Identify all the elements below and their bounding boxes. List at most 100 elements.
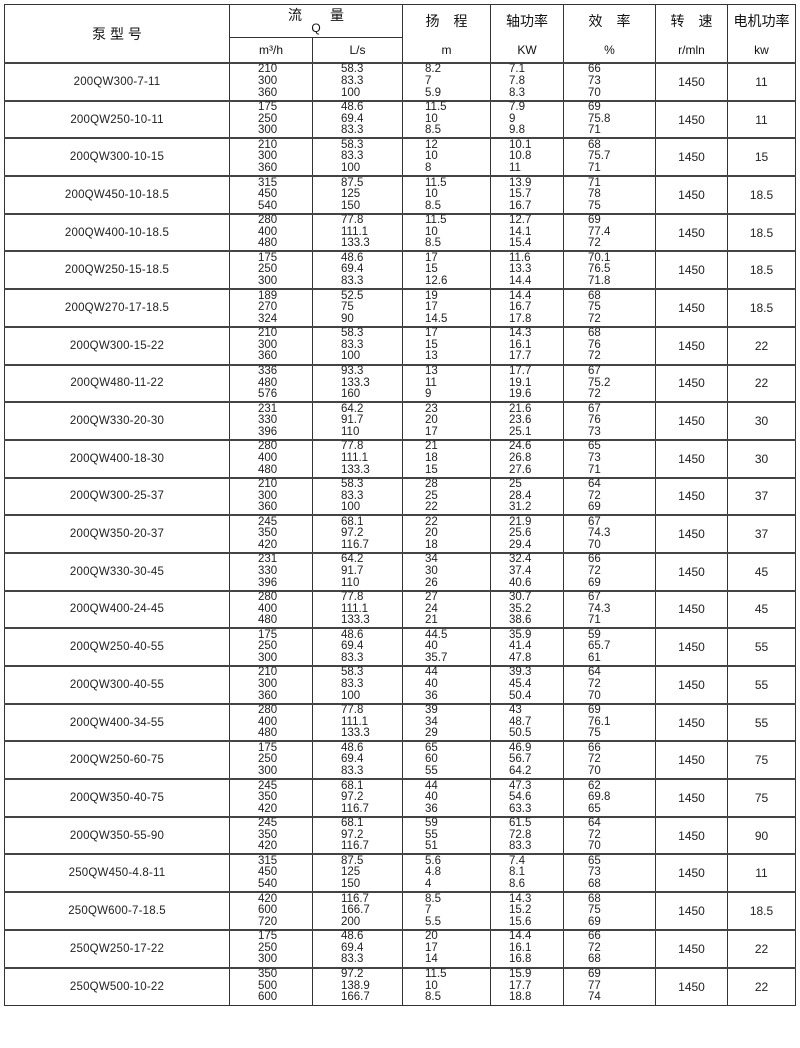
efficiency-value: 59 bbox=[588, 628, 601, 641]
table-row: 200QW400-34-55 280 400 480 77.8 111.1 133.3 39 3… bbox=[4, 702, 796, 742]
shaft-power-value: 15.6 bbox=[509, 915, 532, 928]
head-value: 8.5 bbox=[425, 991, 441, 1004]
head-value: 4 bbox=[425, 878, 432, 891]
flow-m3h-value: 540 bbox=[258, 878, 278, 891]
model-cell: 250QW450-4.8-11 bbox=[4, 853, 230, 893]
speed-cell: 1450 bbox=[655, 250, 728, 290]
shaft-power-value: 8.3 bbox=[509, 86, 525, 99]
efficiency-value: 64 bbox=[588, 666, 601, 679]
shaft-power-cell: 39.3 45.4 50.4 bbox=[490, 665, 564, 705]
head-value: 11 bbox=[425, 376, 437, 389]
motor-power-cell: 11 bbox=[727, 99, 796, 139]
shaft-power-cell: 11.6 13.3 14.4 bbox=[490, 250, 564, 290]
shaft-power-value: 31.2 bbox=[509, 501, 532, 514]
table-row: 200QW250-15-18.5 175 250 300 48.6 69.4 83.3 17 1… bbox=[4, 250, 796, 290]
header-shaft-power: 轴功率 bbox=[490, 4, 564, 38]
head-value: 17 bbox=[425, 941, 438, 954]
shaft-power-value: 9 bbox=[509, 112, 516, 125]
flow-m3h-value: 350 bbox=[258, 968, 278, 981]
shaft-power-value: 26.8 bbox=[509, 451, 532, 464]
flow-m3h-value: 300 bbox=[258, 651, 278, 664]
shaft-power-value: 50.5 bbox=[509, 727, 532, 740]
head-value: 17 bbox=[425, 327, 438, 340]
model-cell: 200QW250-40-55 bbox=[4, 627, 230, 667]
flow-ls-value: 125 bbox=[341, 866, 361, 879]
shaft-power-cell: 32.4 37.4 40.6 bbox=[490, 551, 564, 592]
shaft-power-cell: 10.1 10.8 11 bbox=[490, 137, 564, 177]
efficiency-value: 75 bbox=[588, 301, 601, 314]
speed-cell: 1450 bbox=[655, 589, 728, 629]
flow-m3h-cell: 231 330 396 bbox=[229, 551, 313, 592]
flow-ls-value: 58.3 bbox=[341, 327, 364, 340]
efficiency-cell: 66 72 69 bbox=[563, 551, 656, 592]
shaft-power-value: 15.9 bbox=[509, 968, 532, 981]
efficiency-value: 77 bbox=[588, 979, 601, 992]
efficiency-value: 73 bbox=[588, 451, 601, 464]
flow-ls-value: 93.3 bbox=[341, 364, 364, 377]
shaft-power-cell: 21.9 25.6 29.4 bbox=[490, 514, 564, 554]
head-cell: 17 15 12.6 bbox=[402, 250, 491, 290]
flow-ls-cell: 64.2 91.7 110 bbox=[312, 551, 403, 592]
shaft-power-value: 13.3 bbox=[509, 263, 532, 276]
flow-ls-cell: 77.8 111.1 133.3 bbox=[312, 702, 403, 742]
flow-ls-value: 138.9 bbox=[341, 979, 370, 992]
flow-ls-value: 52.5 bbox=[341, 289, 364, 302]
efficiency-value: 62 bbox=[588, 779, 601, 792]
head-value: 5.9 bbox=[425, 86, 441, 99]
efficiency-value: 72 bbox=[588, 489, 601, 502]
flow-ls-value: 68.1 bbox=[341, 515, 364, 528]
flow-m3h-value: 245 bbox=[258, 817, 278, 830]
unit-head: m bbox=[402, 37, 491, 64]
model-cell: 200QW330-20-30 bbox=[4, 401, 230, 441]
efficiency-value: 77.4 bbox=[588, 225, 611, 238]
flow-m3h-value: 330 bbox=[258, 414, 278, 427]
flow-m3h-cell: 175 250 300 bbox=[229, 928, 313, 968]
flow-ls-value: 97.2 bbox=[341, 791, 364, 804]
speed-cell: 1450 bbox=[655, 702, 728, 742]
efficiency-value: 68 bbox=[588, 138, 601, 151]
head-value: 4.8 bbox=[425, 866, 441, 879]
efficiency-value: 70 bbox=[588, 538, 601, 551]
motor-power-cell: 18.5 bbox=[727, 891, 796, 931]
shaft-power-value: 16.8 bbox=[509, 953, 532, 966]
head-cell: 65 60 55 bbox=[402, 740, 491, 780]
flow-ls-value: 69.4 bbox=[341, 112, 364, 125]
flow-m3h-value: 330 bbox=[258, 564, 278, 577]
speed-cell: 1450 bbox=[655, 778, 728, 818]
efficiency-value: 67 bbox=[588, 591, 601, 604]
flow-m3h-cell: 175 250 300 bbox=[229, 627, 313, 667]
efficiency-value: 68 bbox=[588, 953, 601, 966]
flow-m3h-value: 360 bbox=[258, 350, 278, 363]
efficiency-value: 72 bbox=[588, 678, 601, 691]
head-value: 51 bbox=[425, 840, 438, 853]
flow-ls-value: 160 bbox=[341, 388, 361, 401]
model-cell: 200QW250-15-18.5 bbox=[4, 250, 230, 290]
shaft-power-value: 41.4 bbox=[509, 640, 532, 653]
flow-m3h-cell: 420 600 720 bbox=[229, 891, 313, 931]
head-value: 22 bbox=[425, 501, 438, 514]
flow-ls-value: 77.8 bbox=[341, 704, 364, 717]
unit-motor-power: kw bbox=[727, 37, 796, 64]
flow-ls-value: 68.1 bbox=[341, 817, 364, 830]
header-flow-label: 流 量 bbox=[288, 7, 344, 23]
flow-m3h-value: 315 bbox=[258, 854, 278, 867]
efficiency-cell: 68 75.7 71 bbox=[563, 137, 656, 177]
flow-ls-value: 166.7 bbox=[341, 904, 370, 917]
head-cell: 20 17 14 bbox=[402, 928, 491, 968]
head-value: 59 bbox=[425, 817, 438, 830]
flow-m3h-value: 350 bbox=[258, 791, 278, 804]
shaft-power-value: 64.2 bbox=[509, 765, 532, 778]
model-cell: 200QW400-10-18.5 bbox=[4, 212, 230, 252]
model-cell: 200QW330-30-45 bbox=[4, 551, 230, 592]
flow-m3h-value: 600 bbox=[258, 904, 278, 917]
flow-m3h-cell: 245 350 420 bbox=[229, 514, 313, 554]
flow-m3h-value: 250 bbox=[258, 263, 278, 276]
head-cell: 21 18 15 bbox=[402, 438, 491, 479]
flow-m3h-cell: 280 400 480 bbox=[229, 589, 313, 629]
flow-ls-value: 58.3 bbox=[341, 63, 364, 76]
flow-m3h-cell: 210 300 360 bbox=[229, 62, 313, 102]
unit-flow-ls: L/s bbox=[312, 37, 403, 64]
efficiency-value: 66 bbox=[588, 553, 601, 566]
flow-m3h-value: 400 bbox=[258, 602, 278, 615]
efficiency-value: 76 bbox=[588, 414, 601, 427]
